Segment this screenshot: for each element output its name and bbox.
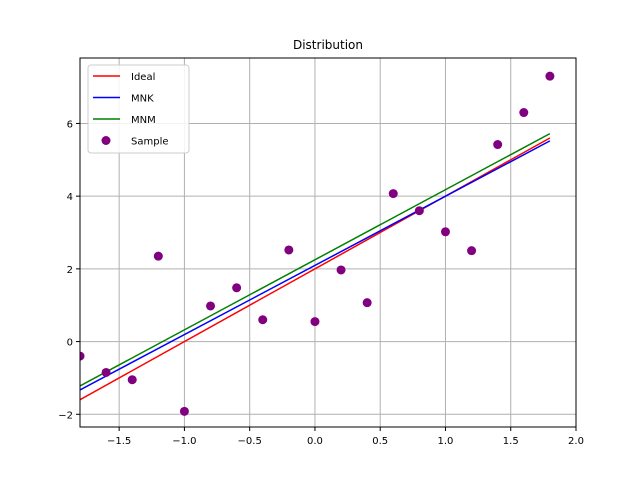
y-axis: −2 0 2 4 6 — [58, 119, 80, 421]
x-tick-label: 1.5 — [503, 436, 519, 447]
axes-frame — [79, 57, 577, 428]
scatter-point — [80, 351, 85, 361]
legend-label: MNM — [131, 115, 156, 126]
scatter-point — [258, 315, 268, 325]
scatter-point — [232, 283, 242, 293]
x-tick-label: 0.5 — [372, 436, 388, 447]
scatter-point — [545, 71, 555, 81]
scatter-point — [101, 367, 111, 377]
scatter-point — [179, 406, 189, 416]
x-tick-label: −0.5 — [238, 436, 262, 447]
chart-title: Distribution — [293, 38, 363, 52]
x-tick-label: −1.5 — [107, 436, 131, 447]
y-tick-label: 6 — [67, 119, 73, 130]
y-tick-label: −2 — [58, 410, 73, 421]
x-tick-label: 2.0 — [568, 436, 584, 447]
scatter-point — [310, 317, 320, 327]
scatter-point — [493, 140, 503, 150]
series-line-mnk — [80, 140, 551, 391]
x-tick-label: 0.0 — [307, 436, 323, 447]
scatter-point — [467, 246, 477, 256]
series-line-mnm — [80, 132, 551, 387]
legend-label: Ideal — [131, 72, 155, 83]
scatter-point — [440, 227, 450, 237]
scatter-point — [153, 251, 163, 261]
scatter-point — [127, 375, 137, 385]
legend-label: Sample — [131, 137, 169, 148]
scatter-point — [336, 265, 346, 275]
y-tick-label: 0 — [67, 338, 73, 349]
plot-content — [80, 71, 555, 416]
legend-label: MNK — [131, 94, 154, 105]
legend-box — [87, 64, 190, 154]
legend: Ideal MNK MNM Sample — [87, 64, 190, 154]
scatter-point — [362, 298, 372, 308]
x-tick-label: −1.0 — [172, 436, 196, 447]
x-axis: −1.5 −1.0 −0.5 0.0 0.5 1.0 1.5 2.0 — [107, 427, 584, 447]
scatter-point — [519, 108, 529, 118]
scatter-point — [414, 206, 424, 216]
scatter-point — [206, 301, 216, 311]
y-tick-label: 4 — [67, 192, 73, 203]
x-tick-label: 1.0 — [438, 436, 454, 447]
legend-swatch-sample — [101, 136, 111, 145]
scatter-point — [388, 189, 398, 199]
scatter-point — [284, 245, 294, 255]
y-tick-label: 2 — [67, 265, 73, 276]
